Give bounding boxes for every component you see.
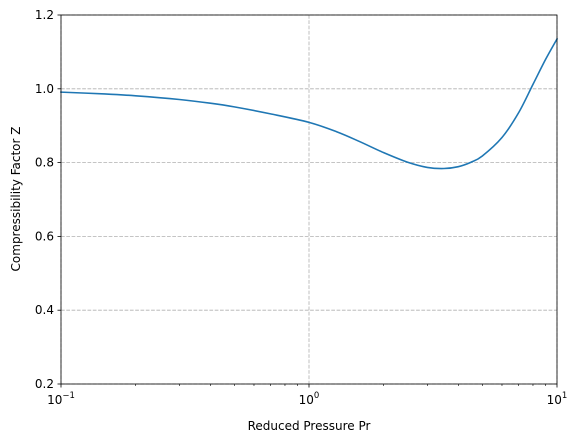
x-tick-label: 10−1	[47, 391, 75, 407]
x-tick-label-exponent: −1	[62, 391, 75, 401]
y-tick-label: 0.2	[35, 377, 54, 391]
x-tick-label-exponent: 1	[562, 391, 567, 401]
x-tick-label-base: 10	[299, 393, 314, 407]
x-tick-label-base: 10	[547, 393, 562, 407]
y-tick-label: 1.2	[35, 8, 54, 22]
x-axis-label: Reduced Pressure Pr	[248, 419, 371, 433]
y-tick-label: 1.0	[35, 82, 54, 96]
y-tick-label: 0.4	[35, 303, 54, 317]
y-axis-label: Compressibility Factor Z	[9, 127, 23, 272]
axes-frame	[60, 14, 558, 385]
x-tick-label: 101	[547, 391, 568, 407]
series-line	[60, 37, 559, 170]
y-tick-label: 0.6	[35, 229, 54, 243]
x-tick-label: 100	[299, 391, 320, 407]
y-tick-label: 0.8	[35, 156, 54, 170]
x-tick-label-exponent: 0	[314, 391, 319, 401]
x-tick-label-base: 10	[47, 393, 62, 407]
